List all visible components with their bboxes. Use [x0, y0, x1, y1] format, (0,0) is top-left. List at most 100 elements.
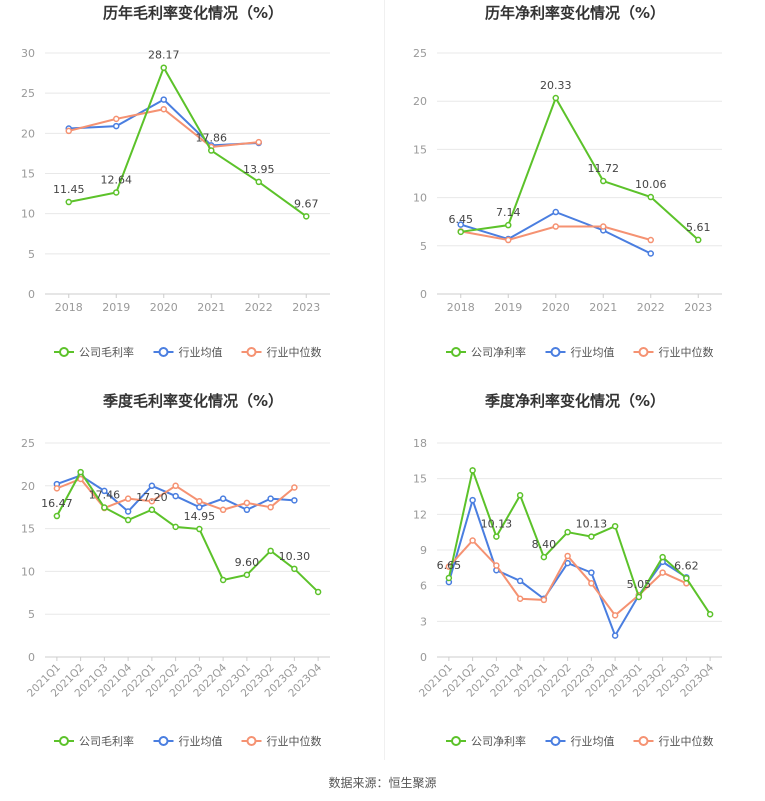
data-point-company — [647, 193, 654, 201]
y-tick-label: 30 — [21, 47, 35, 60]
x-tick-label: 2019 — [494, 301, 522, 314]
data-point-median — [564, 552, 571, 560]
chart-title: 历年净利率变化情况（%） — [485, 4, 665, 22]
data-point-median — [53, 485, 61, 492]
legend-item-company: 公司净利率 — [446, 345, 526, 359]
data-point-avg — [219, 495, 227, 502]
data-point-avg — [457, 221, 464, 228]
y-tick-label: 15 — [413, 143, 427, 156]
series-line-median — [68, 108, 259, 149]
data-point-median — [160, 105, 167, 113]
legend: 公司毛利率 行业均值 行业中位数 — [54, 734, 322, 748]
legend-item-company: 公司净利率 — [446, 734, 526, 748]
panel-divider — [384, 0, 385, 760]
data-point-company — [469, 467, 476, 474]
data-point-avg — [113, 122, 120, 130]
data-label: 10.30 — [279, 550, 311, 563]
data-point-median — [647, 236, 654, 244]
legend-item-median: 行业中位数 — [633, 345, 714, 359]
data-label: 17.46 — [89, 489, 121, 502]
data-point-company — [219, 576, 227, 584]
legend-label: 行业均值 — [571, 735, 615, 748]
x-tick-label: 2023 — [684, 301, 712, 314]
data-point-avg — [291, 497, 298, 504]
data-label: 10.06 — [635, 178, 667, 191]
data-point-median — [243, 499, 251, 507]
data-point-median — [172, 482, 179, 490]
x-tick-label: 2019 — [102, 301, 130, 314]
data-point-median — [219, 506, 227, 514]
data-label: 6.62 — [674, 559, 699, 572]
data-point-company — [564, 528, 571, 536]
data-point-company — [635, 593, 643, 601]
data-point-median — [600, 223, 607, 230]
data-point-company — [516, 492, 524, 499]
data-label: 11.72 — [588, 162, 620, 175]
data-point-avg — [196, 503, 203, 511]
data-point-median — [588, 580, 595, 587]
legend: 公司毛利率 行业均值 行业中位数 — [54, 345, 322, 359]
y-tick-label: 20 — [413, 95, 427, 108]
y-tick-label: 0 — [420, 288, 427, 301]
legend-item-company: 公司毛利率 — [54, 734, 134, 748]
data-point-median — [469, 537, 476, 544]
legend-item-avg: 行业均值 — [153, 346, 223, 359]
data-label: 11.45 — [53, 183, 85, 196]
x-tick-label: 2023 — [292, 301, 320, 314]
series-line-company — [460, 95, 699, 241]
legend-label: 行业中位数 — [267, 345, 322, 359]
y-tick-label: 18 — [413, 437, 427, 450]
data-point-company — [588, 533, 595, 540]
data-point-median — [267, 503, 274, 511]
data-point-median — [113, 115, 120, 123]
legend-swatch-marker — [550, 736, 561, 746]
data-point-median — [196, 497, 203, 505]
y-tick-label: 25 — [21, 437, 35, 450]
data-label: 13.95 — [243, 163, 275, 176]
y-tick-label: 3 — [420, 615, 427, 628]
legend: 公司净利率 行业均值 行业中位数 — [446, 345, 714, 359]
series-line-company — [68, 65, 307, 218]
legend-label: 公司净利率 — [471, 734, 526, 748]
x-tick-label: 2020 — [150, 301, 178, 314]
data-label: 10.13 — [481, 518, 513, 531]
data-point-avg — [101, 487, 108, 495]
y-tick-label: 5 — [28, 608, 35, 621]
data-point-company — [303, 213, 310, 220]
y-tick-label: 20 — [21, 480, 35, 493]
data-label: 10.13 — [576, 518, 608, 531]
data-point-avg — [469, 496, 476, 504]
legend-label: 行业均值 — [179, 346, 223, 359]
data-label: 16.47 — [41, 497, 73, 510]
data-point-company — [255, 178, 262, 186]
data-point-median — [540, 596, 548, 604]
data-point-company — [101, 504, 108, 511]
y-tick-label: 0 — [28, 651, 35, 664]
chart-title: 季度净利率变化情况（%） — [485, 392, 665, 410]
data-point-company — [314, 588, 322, 596]
legend-item-median: 行业中位数 — [241, 734, 322, 748]
data-point-median — [493, 562, 500, 569]
data-point-company — [493, 533, 500, 540]
legend-label: 公司毛利率 — [79, 734, 134, 748]
data-point-company — [540, 553, 548, 561]
data-point-company — [659, 553, 666, 561]
data-point-company — [611, 522, 619, 530]
data-point-avg — [564, 559, 571, 567]
y-tick-label: 25 — [413, 47, 427, 60]
data-label: 9.67 — [294, 197, 319, 210]
legend-swatch-marker — [550, 347, 561, 357]
data-label: 7.14 — [496, 206, 521, 219]
data-label: 17.20 — [136, 491, 168, 504]
data-point-company — [695, 236, 702, 244]
chart-quarterly-gross: 季度毛利率变化情况（%）05101520252021Q12021Q22021Q3… — [21, 392, 330, 748]
data-point-median — [659, 569, 666, 576]
data-point-median — [124, 495, 132, 502]
data-source-footer: 数据来源：恒生聚源 — [328, 776, 437, 790]
x-tick-label: 2018 — [55, 301, 83, 314]
data-point-company — [113, 189, 120, 196]
y-tick-label: 0 — [420, 651, 427, 664]
data-point-avg — [124, 508, 132, 515]
legend-item-avg: 行业均值 — [545, 346, 615, 359]
